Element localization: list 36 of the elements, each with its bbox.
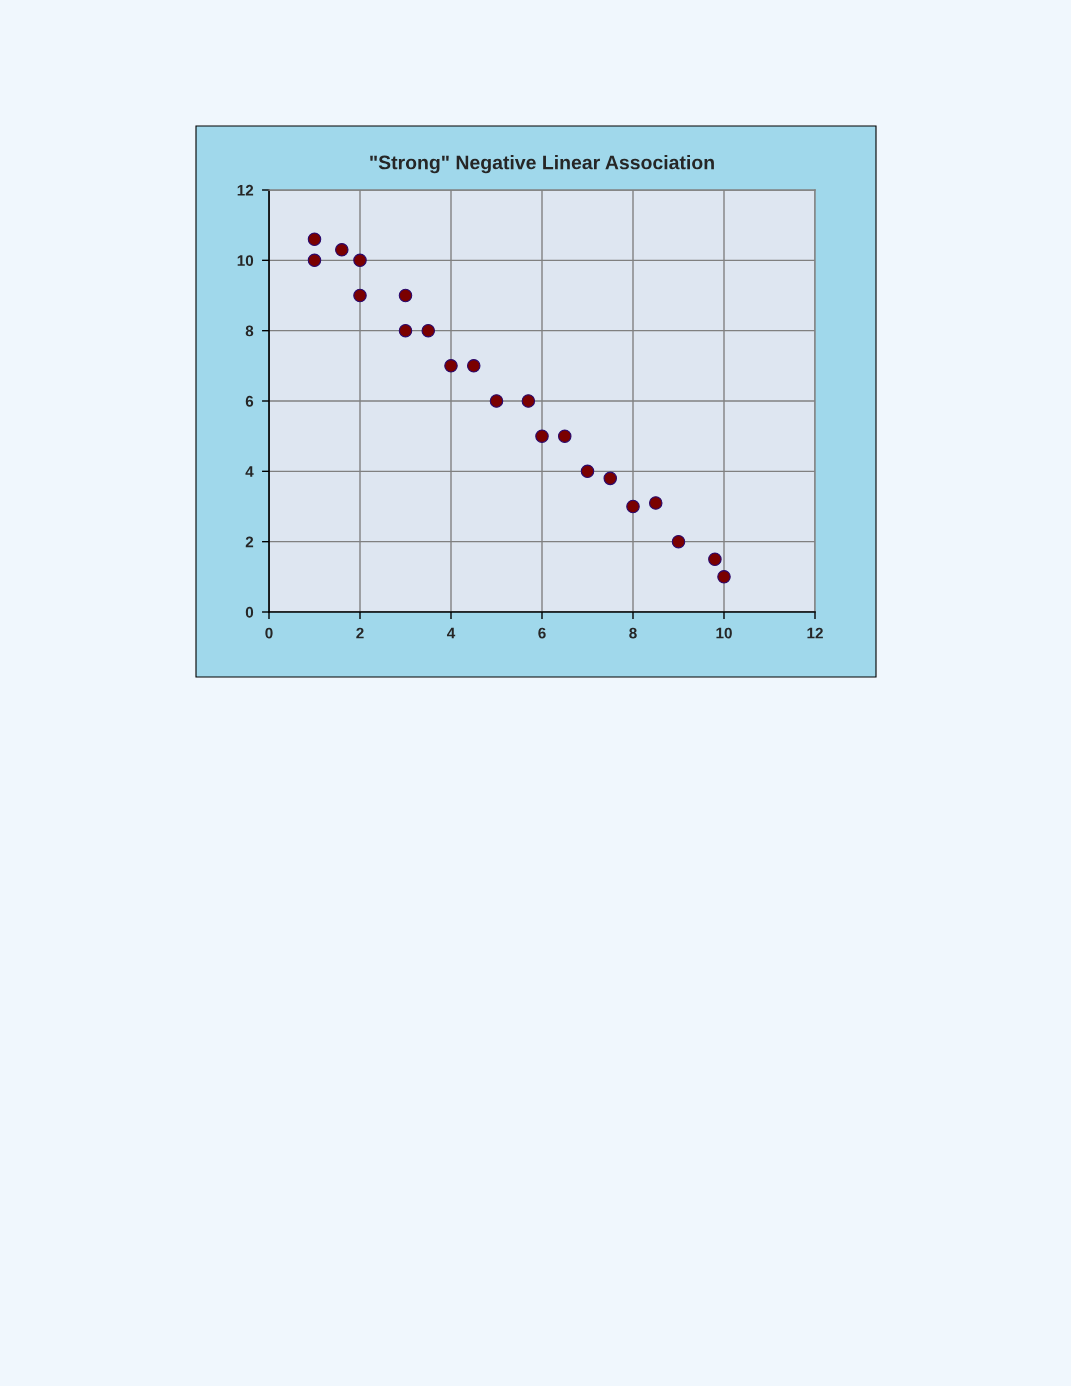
point [521, 394, 536, 408]
x-tick-label: 0 [265, 627, 273, 639]
point [580, 464, 595, 479]
chart-title: "Strong" Negative Linear Association [370, 155, 714, 174]
point [603, 471, 618, 486]
x-tick-label: 2 [356, 627, 364, 639]
point [398, 288, 413, 303]
point [353, 253, 367, 268]
point [466, 359, 481, 373]
y-tick-label: 6 [245, 395, 254, 407]
point [307, 232, 322, 246]
point [489, 394, 504, 408]
y-tick-label: 12 [237, 184, 254, 196]
point [535, 429, 549, 443]
point [717, 570, 731, 584]
y-tick-label: 10 [237, 255, 254, 267]
point [398, 323, 413, 338]
y-tick-label: 2 [245, 536, 254, 548]
x-tick-label: 10 [716, 627, 732, 639]
point [557, 429, 572, 443]
point [444, 359, 458, 373]
point [421, 323, 436, 338]
x-tick-label: 4 [446, 627, 456, 639]
point [353, 288, 367, 303]
point [307, 253, 322, 268]
point [335, 243, 349, 257]
x-tick-label: 12 [807, 627, 823, 639]
y-tick-label: 0 [245, 606, 254, 618]
point [648, 496, 663, 510]
x-tick-label: 8 [629, 627, 637, 639]
y-tick-label: 8 [245, 325, 254, 337]
point [708, 552, 722, 567]
x-tick-label: 6 [538, 627, 546, 639]
point [671, 534, 686, 549]
y-tick-label: 4 [245, 466, 254, 477]
point [626, 499, 640, 514]
